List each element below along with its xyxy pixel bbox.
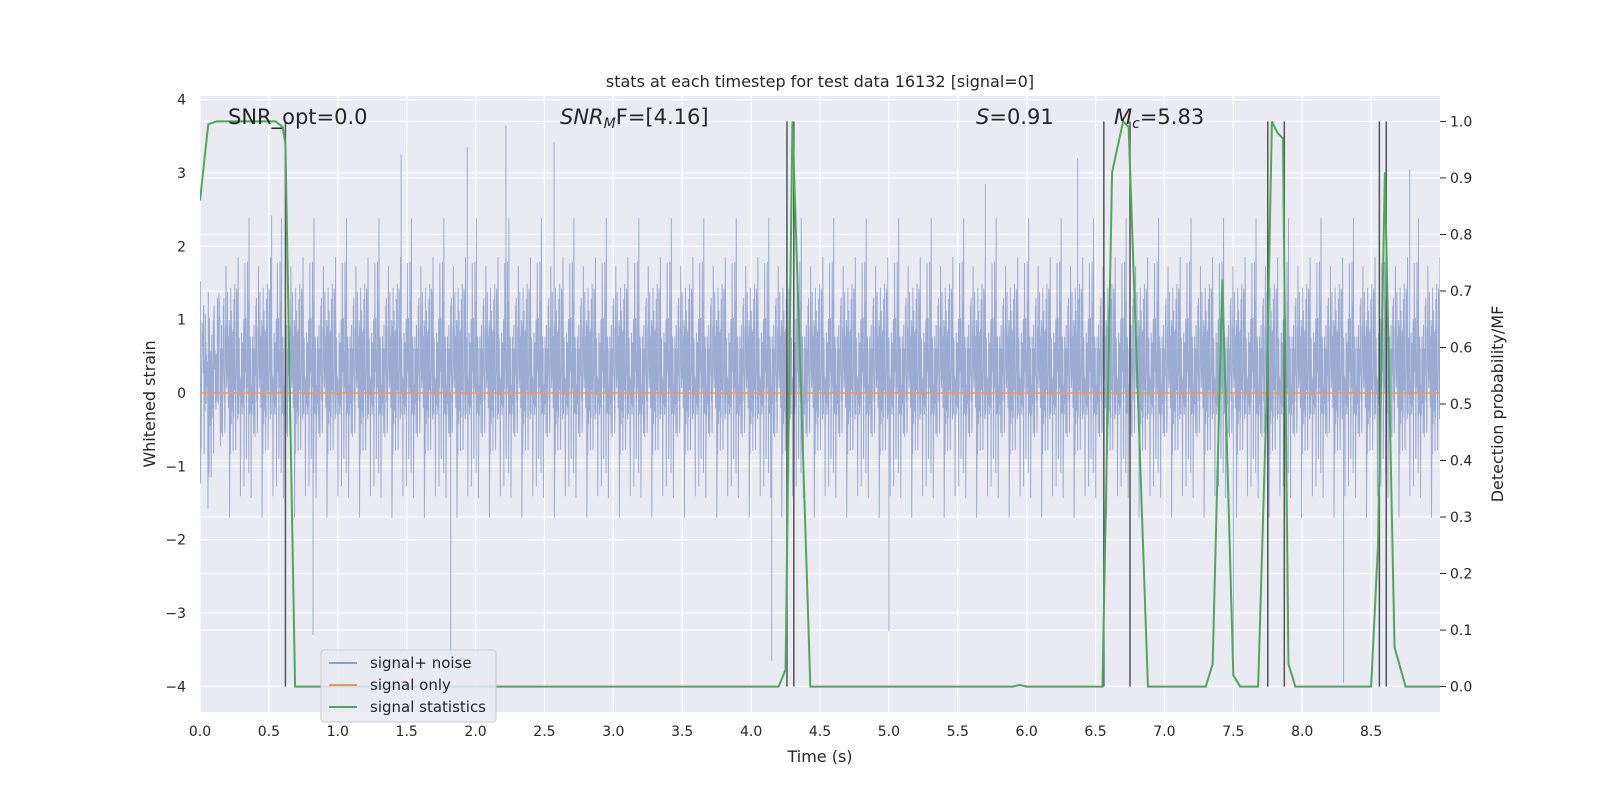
y2-tick-label: 0.2 [1450, 567, 1472, 583]
y-tick-label: −2 [165, 533, 186, 549]
annotation-mc: Mc=5.83 [1114, 105, 1204, 132]
x-tick-label: 6.0 [1016, 724, 1038, 740]
y-axis-label: Whitened strain [140, 340, 159, 467]
legend-label-statistics: signal statistics [370, 698, 486, 716]
x-tick-label: 3.0 [602, 724, 624, 740]
y-tick-label: −1 [165, 459, 186, 475]
y-tick-label: −4 [165, 679, 186, 695]
y-tick-label: 3 [177, 166, 186, 182]
x-tick-label: 7.0 [1153, 724, 1175, 740]
y2-tick-label: 0.7 [1450, 284, 1472, 300]
x-tick-label: 5.0 [878, 724, 900, 740]
y2-tick-label: 0.0 [1450, 680, 1472, 696]
annotation-snr-opt: SNR_opt=0.0 [228, 105, 368, 130]
x-tick-label: 2.5 [533, 724, 555, 740]
y-tick-label: 4 [177, 93, 186, 109]
y-tick-label: 0 [177, 386, 186, 402]
x-tick-label: 8.0 [1291, 724, 1313, 740]
x-tick-label: 0.0 [189, 724, 211, 740]
x-tick-label: 2.0 [464, 724, 486, 740]
y2-tick-label: 0.3 [1450, 510, 1472, 526]
x-tick-label: 1.0 [327, 724, 349, 740]
chart-title: stats at each timestep for test data 161… [606, 72, 1034, 91]
y2-tick-label: 0.4 [1450, 454, 1472, 470]
y2-tick-label: 0.6 [1450, 340, 1472, 356]
x-tick-label: 4.5 [809, 724, 831, 740]
legend: signal+ noise signal only signal statist… [320, 649, 497, 723]
x-tick-label: 8.5 [1360, 724, 1382, 740]
annotation-snr-mf: SNRMF=[4.16] [560, 105, 709, 132]
y-tick-label: −3 [165, 606, 186, 622]
y2-axis-label: Detection probability/MF [1488, 306, 1507, 503]
x-tick-label: 0.5 [258, 724, 280, 740]
y2-tick-label: 0.1 [1450, 623, 1472, 639]
annotation-s: S=0.91 [976, 105, 1054, 129]
y2-tick-label: 0.8 [1450, 227, 1472, 243]
y-tick-label: 1 [177, 313, 186, 329]
x-tick-label: 4.0 [740, 724, 762, 740]
y2-tick-label: 0.9 [1450, 171, 1472, 187]
legend-label-noise: signal+ noise [370, 654, 472, 672]
tick-labels: 0.0 0.5 1.0 1.5 2.0 2.5 3.0 3.5 4.0 4.5 5.0 5.5 6.0 6… [165, 93, 1472, 740]
legend-label-signal: signal only [370, 676, 451, 694]
x-axis-label: Time (s) [786, 747, 852, 766]
x-tick-label: 7.5 [1222, 724, 1244, 740]
x-tick-label: 6.5 [1084, 724, 1106, 740]
y2-tick-label: 0.5 [1450, 397, 1472, 413]
x-tick-label: 5.5 [947, 724, 969, 740]
y2-tick-label: 1.0 [1450, 114, 1472, 130]
x-tick-label: 3.5 [671, 724, 693, 740]
y-tick-label: 2 [177, 239, 186, 255]
legend-box [320, 649, 497, 723]
x-tick-label: 1.5 [396, 724, 418, 740]
noise-series [200, 125, 1440, 683]
noise-line [200, 125, 1440, 683]
